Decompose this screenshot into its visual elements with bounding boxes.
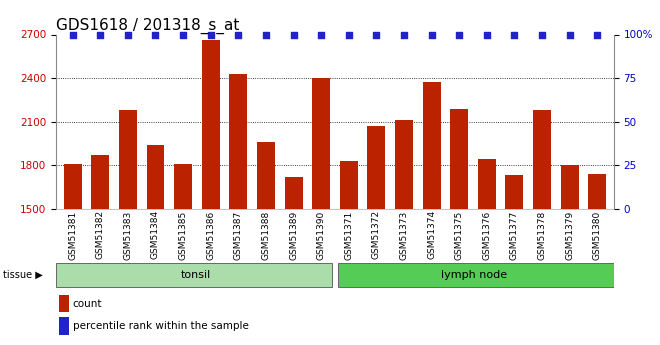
Point [233, 32, 244, 37]
Bar [174, 164, 192, 209]
Point [95, 32, 106, 37]
Bar [533, 110, 551, 209]
Text: GSM51387: GSM51387 [234, 210, 243, 259]
Text: lymph node: lymph node [442, 270, 508, 280]
Text: GSM51390: GSM51390 [317, 210, 325, 259]
Text: GSM51389: GSM51389 [289, 210, 298, 259]
Point [537, 32, 547, 37]
Text: tonsil: tonsil [180, 270, 211, 280]
Bar [257, 142, 275, 209]
Text: GSM51373: GSM51373 [399, 210, 409, 259]
Text: percentile rank within the sample: percentile rank within the sample [73, 321, 249, 331]
Point [316, 32, 327, 37]
Point [454, 32, 465, 37]
Point [509, 32, 519, 37]
Text: GDS1618 / 201318_s_at: GDS1618 / 201318_s_at [56, 18, 240, 34]
Point [426, 32, 437, 37]
Point [343, 32, 354, 37]
Bar [59, 317, 69, 335]
Text: GSM51372: GSM51372 [372, 210, 381, 259]
Text: GSM51381: GSM51381 [68, 210, 77, 259]
Text: GSM51378: GSM51378 [537, 210, 546, 259]
Point [288, 32, 299, 37]
Point [564, 32, 575, 37]
Bar [450, 109, 468, 209]
Bar [395, 120, 413, 209]
Bar [64, 164, 82, 209]
Point [399, 32, 409, 37]
Bar [422, 82, 441, 209]
Bar [59, 295, 69, 312]
Text: GSM51375: GSM51375 [455, 210, 464, 259]
Bar [338, 264, 614, 287]
Point [178, 32, 188, 37]
Bar [478, 159, 496, 209]
Bar [312, 78, 330, 209]
Text: GSM51377: GSM51377 [510, 210, 519, 259]
Bar [588, 174, 606, 209]
Point [482, 32, 492, 37]
Text: GSM51382: GSM51382 [96, 210, 105, 259]
Point [592, 32, 603, 37]
Bar [119, 110, 137, 209]
Text: GSM51386: GSM51386 [206, 210, 215, 259]
Point [150, 32, 161, 37]
Text: count: count [73, 298, 102, 308]
Bar [56, 264, 332, 287]
Bar [91, 155, 110, 209]
Text: GSM51384: GSM51384 [151, 210, 160, 259]
Bar [368, 126, 385, 209]
Text: GSM51376: GSM51376 [482, 210, 491, 259]
Bar [229, 74, 248, 209]
Point [205, 32, 216, 37]
Point [261, 32, 271, 37]
Point [371, 32, 381, 37]
Point [123, 32, 133, 37]
Bar [147, 145, 164, 209]
Text: GSM51380: GSM51380 [593, 210, 602, 259]
Bar [506, 175, 523, 209]
Point [67, 32, 78, 37]
Text: GSM51385: GSM51385 [179, 210, 187, 259]
Text: GSM51371: GSM51371 [345, 210, 353, 259]
Bar [202, 40, 220, 209]
Bar [560, 165, 579, 209]
Text: GSM51388: GSM51388 [261, 210, 271, 259]
Bar [284, 177, 302, 209]
Text: GSM51379: GSM51379 [565, 210, 574, 259]
Text: tissue ▶: tissue ▶ [3, 270, 43, 280]
Bar [340, 161, 358, 209]
Text: GSM51383: GSM51383 [123, 210, 133, 259]
Text: GSM51374: GSM51374 [427, 210, 436, 259]
